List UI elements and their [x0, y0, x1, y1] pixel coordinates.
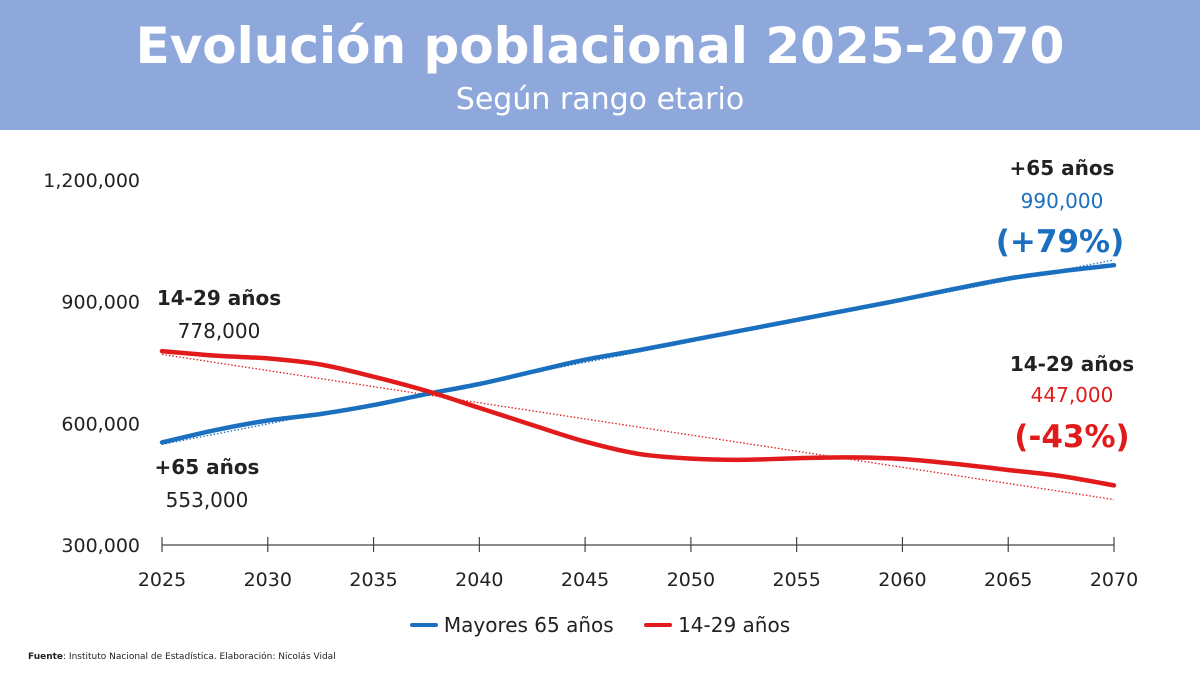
x-axis: 2025 2030 2035 2040 2045 2050 2055 2060 2065 2070	[138, 537, 1138, 591]
young-start-value: 778,000	[178, 319, 261, 343]
series-lines	[159, 262, 1117, 488]
legend-item-young[interactable]: 14-29 años	[644, 613, 790, 637]
series-line-young	[159, 348, 1117, 488]
chart-legend: Mayores 65 años 14-29 años	[0, 608, 1200, 637]
x-tick-label: 2050	[667, 569, 715, 591]
source-footer: Fuente: Instituto Nacional de Estadístic…	[28, 652, 336, 662]
x-tick-label: 2045	[561, 569, 609, 591]
young-end-label: 14-29 años	[1010, 352, 1134, 376]
trend-line-young	[161, 353, 1115, 501]
footer-source-text: : Instituto Nacional de Estadística. Ela…	[63, 652, 336, 662]
chart-subtitle: Según rango etario	[455, 82, 745, 117]
old-end-value: 990,000	[1021, 189, 1104, 213]
y-tick-label: 300,000	[61, 535, 140, 557]
footer-source-label: Fuente	[28, 652, 64, 662]
old-start-value: 553,000	[166, 488, 249, 512]
young-end-percent: (-43%)	[1014, 419, 1129, 455]
legend-swatch-young	[644, 623, 673, 627]
x-tick-label: 2040	[455, 569, 503, 591]
young-end-value: 447,000	[1031, 383, 1114, 407]
chart-title: Evolución poblacional 2025-2070	[135, 17, 1065, 75]
x-tick-label: 2065	[984, 569, 1032, 591]
y-tick-label: 600,000	[61, 413, 140, 435]
y-axis: 300,000 600,000 900,000 1,200,000	[43, 170, 140, 557]
legend-item-old[interactable]: Mayores 65 años	[409, 613, 614, 637]
series-line-old	[159, 262, 1117, 445]
old-end-label: +65 años	[1010, 156, 1115, 180]
x-tick-label: 2055	[772, 569, 820, 591]
x-tick-label: 2025	[138, 569, 186, 591]
header-banner: Evolución poblacional 2025-2070 Según ra…	[0, 0, 1200, 130]
legend-swatch-old	[409, 623, 438, 627]
x-tick-label: 2070	[1090, 569, 1138, 591]
old-start-label: +65 años	[155, 455, 260, 479]
legend-label-young: 14-29 años	[678, 613, 791, 637]
young-start-label: 14-29 años	[157, 286, 281, 310]
legend-label-old: Mayores 65 años	[443, 613, 614, 637]
old-end-percent: (+79%)	[996, 224, 1125, 260]
x-tick-label: 2030	[244, 569, 292, 591]
x-tick-label: 2060	[878, 569, 926, 591]
y-tick-label: 900,000	[61, 292, 140, 314]
y-tick-label: 1,200,000	[43, 170, 140, 192]
x-tick-label: 2035	[349, 569, 397, 591]
